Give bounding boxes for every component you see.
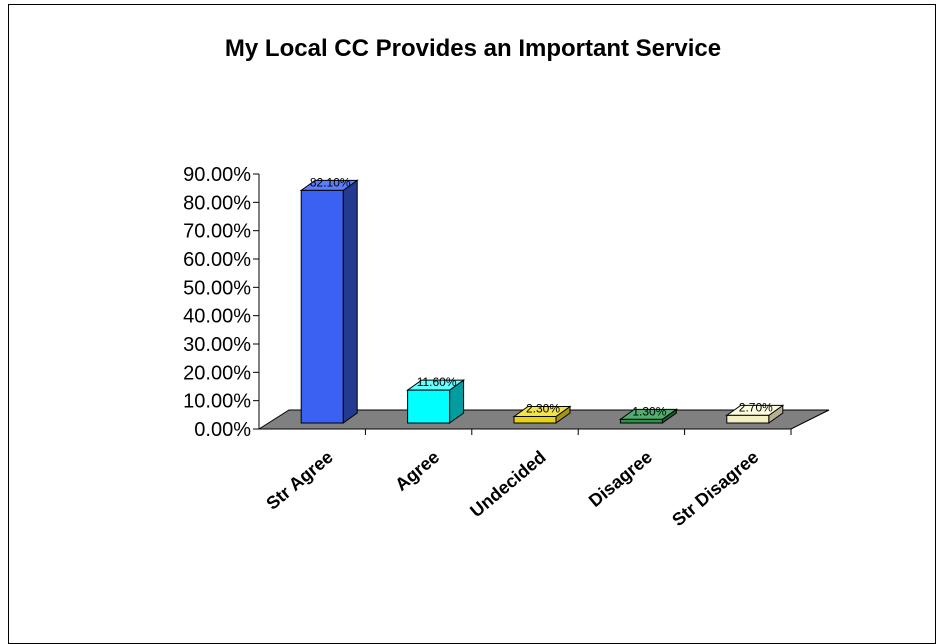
chart-frame: My Local CC Provides an Important Servic…: [8, 4, 936, 644]
data-label: 11.60%: [417, 375, 457, 389]
bar-chart: 0.00% 10.00% 20.00% 30.00% 40.00% 50.00% 60.00…: [183, 164, 830, 530]
y-tick-label: 20.00%: [183, 362, 251, 384]
x-tick-label: Str Agree: [262, 447, 336, 514]
data-label: 2.30%: [526, 401, 560, 415]
y-tick-label: 90.00%: [183, 164, 251, 186]
bar-side: [342, 179, 358, 424]
data-label: 82.10%: [310, 175, 351, 189]
x-tick-label: Agree: [391, 447, 443, 495]
bar: [407, 389, 451, 424]
bar: [619, 418, 663, 424]
bar: [300, 189, 344, 424]
data-label: 1.30%: [632, 404, 666, 418]
x-tick-label: Undecided: [466, 447, 549, 521]
x-tick-label: Disagree: [585, 447, 656, 511]
x-tick-label: Str Disagree: [668, 447, 762, 530]
y-tick-label: 40.00%: [183, 306, 251, 328]
data-label: 2.70%: [739, 400, 773, 414]
y-tick-label: 10.00%: [183, 391, 251, 413]
y-tick-label: 60.00%: [183, 249, 251, 271]
chart-title: My Local CC Provides an Important Servic…: [224, 35, 722, 62]
y-tick-label: 30.00%: [183, 334, 251, 356]
bar: [513, 415, 557, 424]
y-tick-label: 80.00%: [183, 192, 251, 214]
y-tick-label: 0.00%: [194, 419, 251, 441]
y-tick-label: 50.00%: [183, 277, 251, 299]
bar: [726, 414, 770, 424]
y-tick-label: 70.00%: [183, 221, 251, 243]
